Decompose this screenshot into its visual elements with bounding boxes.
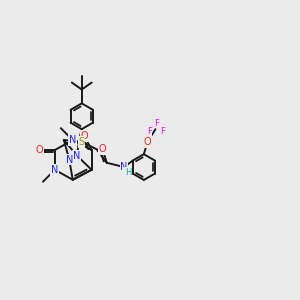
Text: O: O (35, 145, 43, 155)
Text: F: F (160, 127, 165, 136)
Text: F: F (154, 119, 159, 128)
Text: F: F (147, 127, 152, 136)
Text: N: N (51, 165, 58, 175)
Text: O: O (144, 137, 152, 147)
Text: N: N (73, 151, 81, 160)
Text: O: O (81, 131, 88, 141)
Text: S: S (79, 137, 85, 147)
Text: H: H (125, 167, 131, 176)
Text: N: N (66, 154, 73, 165)
Text: N: N (120, 162, 128, 172)
Text: O: O (99, 145, 106, 154)
Text: N: N (69, 135, 76, 145)
